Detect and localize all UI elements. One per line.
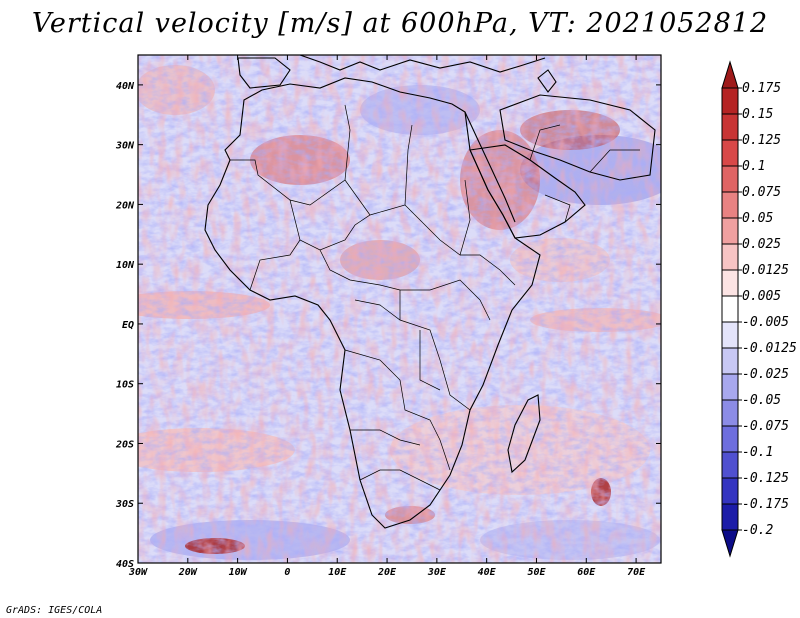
colorbar-label: 0.005 (742, 289, 781, 304)
colorbar-min-arrow (721, 529, 739, 558)
colorbar-segment (721, 191, 739, 219)
colorbar-segment (721, 503, 739, 531)
colorbar-segment (721, 269, 739, 297)
colorbar-label: -0.175 (742, 497, 789, 512)
colorbar-segment (721, 217, 739, 245)
lon-tick-label: 40E (478, 567, 497, 578)
colorbar-segment (721, 139, 739, 167)
lat-tick-label: 40S (116, 559, 134, 570)
colorbar-segment (721, 113, 739, 141)
colorbar-segment (721, 87, 739, 115)
colorbar-label: 0.05 (742, 211, 773, 226)
colorbar-label: -0.1 (742, 445, 773, 460)
colorbar-label: 0.0125 (742, 263, 789, 278)
colorbar-max-arrow (721, 60, 739, 89)
colorbar-segment (721, 165, 739, 193)
colorbar-segment (721, 477, 739, 505)
colorbar-label: -0.125 (742, 471, 789, 486)
lon-tick-label: 30E (427, 567, 447, 578)
credit-text: GrADS: IGES/COLA (6, 605, 102, 616)
colorbar-segment (721, 243, 739, 271)
lat-tick-label: EQ (122, 320, 134, 331)
colorbar-label: 0.15 (742, 107, 773, 122)
lat-tick-label: 20N (115, 200, 135, 211)
colorbar-label: -0.025 (742, 367, 789, 382)
colorbar-label: 0.1 (742, 159, 765, 174)
lat-tick-label: 30N (115, 141, 135, 152)
colorbar-label: 0.175 (742, 81, 781, 96)
colorbar-label: 0.125 (742, 133, 781, 148)
lon-tick-label: 50E (527, 567, 546, 578)
chart-title: Vertical velocity [m/s] at 600hPa, VT: 2… (31, 8, 769, 39)
lon-tick-label: 20E (377, 567, 397, 578)
colorbar-segment (721, 373, 739, 401)
lon-tick-label: 70E (627, 567, 646, 578)
lat-tick-label: 40N (116, 81, 135, 92)
lat-tick-label: 20S (115, 439, 134, 450)
colorbar-segment (721, 347, 739, 375)
axes: 30W 20W 10W 0 10E 20E 30E 40E 50E 60E 70E 40N 30N 20N… (115, 55, 661, 578)
lon-tick-label: 30W (128, 567, 148, 578)
colorbar-segment (721, 425, 739, 453)
colorbar-segment (721, 451, 739, 479)
colorbar-segment (721, 399, 739, 427)
colorbar-label: 0.025 (742, 237, 781, 252)
lon-tick-label: 10E (328, 567, 347, 578)
colorbar-label: -0.0125 (742, 341, 797, 356)
velocity-field (138, 55, 661, 563)
colorbar: 0.175 0.15 0.125 0.1 0.075 0.05 0.025 0.0125 0.0… (721, 60, 797, 558)
colorbar-label: -0.005 (742, 315, 789, 330)
country-borders (230, 104, 640, 491)
lat-tick-label: 30S (115, 499, 134, 510)
colorbar-label: -0.05 (742, 393, 781, 408)
colorbar-label: -0.2 (742, 523, 773, 538)
colorbar-label: -0.075 (742, 419, 789, 434)
lat-tick-label: 10S (116, 380, 134, 391)
colorbar-segment (721, 321, 739, 349)
plot-frame (137, 54, 662, 564)
lon-tick-label: 60E (577, 567, 596, 578)
colorbar-label: 0.075 (742, 185, 781, 200)
lat-tick-label: 10N (116, 260, 135, 271)
lon-tick-label: 20W (178, 567, 198, 578)
lon-tick-label: 0 (284, 567, 290, 578)
lon-tick-label: 10W (229, 567, 248, 578)
colorbar-segment (721, 295, 739, 323)
